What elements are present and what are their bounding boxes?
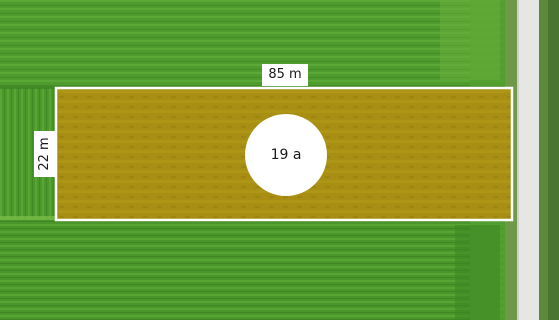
field-top: [0, 0, 520, 90]
field-bottom: [0, 218, 520, 320]
road: [517, 0, 539, 320]
width-dimension-label: 22 m: [34, 131, 56, 177]
field-bottom-right-patch: [455, 225, 500, 320]
road-verge-right-dark: [548, 0, 559, 320]
road-edge: [517, 0, 519, 320]
area-badge: 19 a: [245, 114, 327, 196]
width-dimension-text: 22 m: [37, 137, 52, 171]
length-dimension-label: 85 m: [262, 64, 308, 86]
field-top-right-patch: [440, 0, 500, 80]
